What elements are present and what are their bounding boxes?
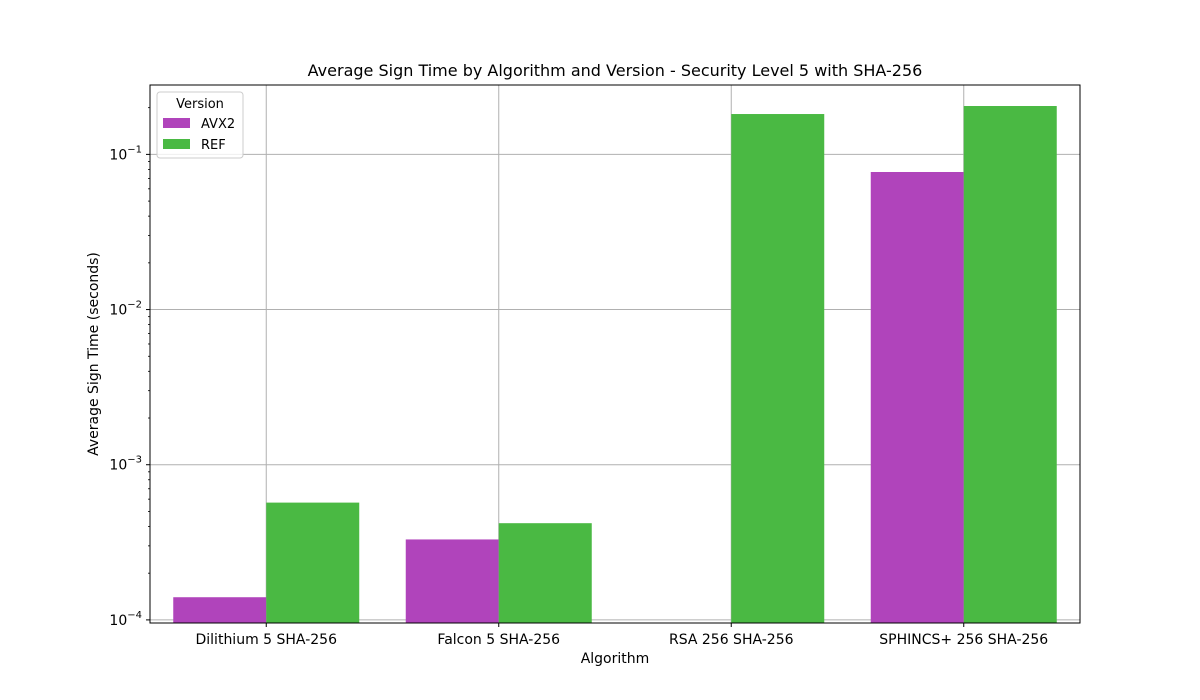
y-tick-label: 10−1 — [109, 144, 142, 163]
y-tick-label-base: 10 — [109, 458, 127, 474]
y-tick-label-exponent: −2 — [127, 300, 142, 311]
x-tick-label: Dilithium 5 SHA-256 — [196, 632, 338, 648]
legend-title: Version — [176, 97, 224, 112]
bars — [173, 106, 1057, 623]
plot-frame — [149, 84, 1081, 624]
legend-swatch-avx2 — [163, 118, 190, 128]
bar-avx2-1 — [405, 539, 499, 623]
y-tick-label-base: 10 — [109, 303, 127, 319]
y-tick-label-base: 10 — [109, 613, 127, 629]
bar-ref-1 — [498, 523, 592, 623]
legend-label-ref: REF — [201, 138, 226, 153]
y-tick-label-exponent: −4 — [127, 610, 142, 621]
y-axis-label: Average Sign Time (seconds) — [86, 252, 102, 456]
x-axis-label: Algorithm — [581, 651, 650, 667]
y-tick-label: 10−3 — [109, 455, 142, 474]
chart-title: Average Sign Time by Algorithm and Versi… — [308, 61, 923, 80]
x-tick-label: RSA 256 SHA-256 — [669, 632, 794, 648]
y-tick-label-exponent: −1 — [127, 144, 142, 155]
y-tick-label-exponent: −3 — [127, 455, 142, 466]
bar-ref-3 — [963, 106, 1057, 623]
x-tick-label: Falcon 5 SHA-256 — [437, 632, 560, 648]
bar-avx2-0 — [173, 597, 267, 623]
legend-label-avx2: AVX2 — [201, 117, 235, 132]
y-tick-label-base: 10 — [109, 147, 127, 163]
legend-swatch-ref — [163, 139, 190, 149]
y-tick-label: 10−2 — [109, 300, 142, 319]
bar-ref-0 — [266, 502, 360, 623]
y-tick-label: 10−4 — [109, 610, 142, 629]
x-tick-label: SPHINCS+ 256 SHA-256 — [879, 632, 1048, 648]
bar-avx2-3 — [870, 171, 964, 623]
legend: Version AVX2 REF — [156, 91, 244, 159]
bar-ref-2 — [731, 114, 825, 623]
